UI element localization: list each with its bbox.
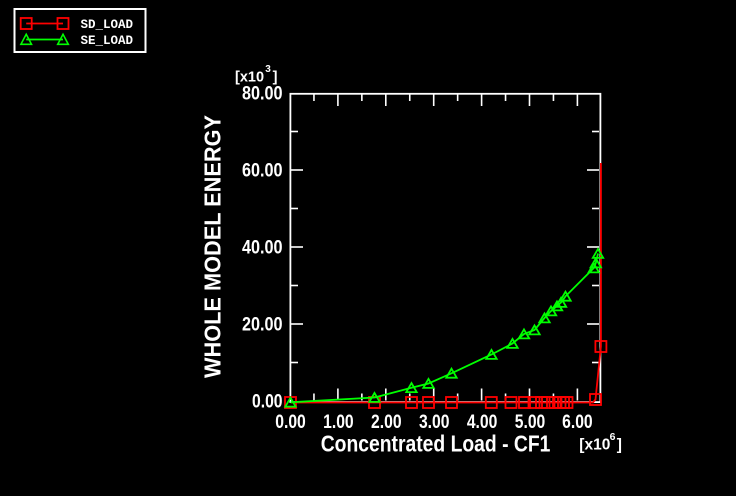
svg-text:]: ]	[273, 70, 278, 86]
svg-text:3: 3	[265, 64, 271, 75]
svg-text:4.00: 4.00	[467, 412, 498, 433]
svg-text:6.00: 6.00	[562, 412, 593, 433]
svg-text:[x10: [x10	[579, 437, 610, 454]
svg-text:3.00: 3.00	[419, 412, 450, 433]
svg-text:40.00: 40.00	[242, 237, 283, 258]
svg-text:SD_LOAD: SD_LOAD	[81, 18, 134, 32]
svg-text:]: ]	[617, 437, 622, 454]
svg-text:80.00: 80.00	[242, 83, 283, 104]
svg-text:2.00: 2.00	[371, 412, 402, 433]
svg-text:Concentrated Load - CF1: Concentrated Load - CF1	[321, 431, 551, 457]
svg-text:5.00: 5.00	[515, 412, 546, 433]
svg-text:20.00: 20.00	[242, 314, 283, 335]
svg-text:WHOLE MODEL ENERGY: WHOLE MODEL ENERGY	[200, 115, 226, 378]
svg-text:0.00: 0.00	[275, 412, 306, 433]
svg-text:6: 6	[610, 431, 616, 443]
svg-text:1.00: 1.00	[323, 412, 354, 433]
svg-text:60.00: 60.00	[242, 160, 283, 181]
svg-text:0.00: 0.00	[252, 391, 283, 412]
svg-text:[x10: [x10	[235, 70, 264, 86]
svg-text:SE_LOAD: SE_LOAD	[81, 34, 134, 48]
